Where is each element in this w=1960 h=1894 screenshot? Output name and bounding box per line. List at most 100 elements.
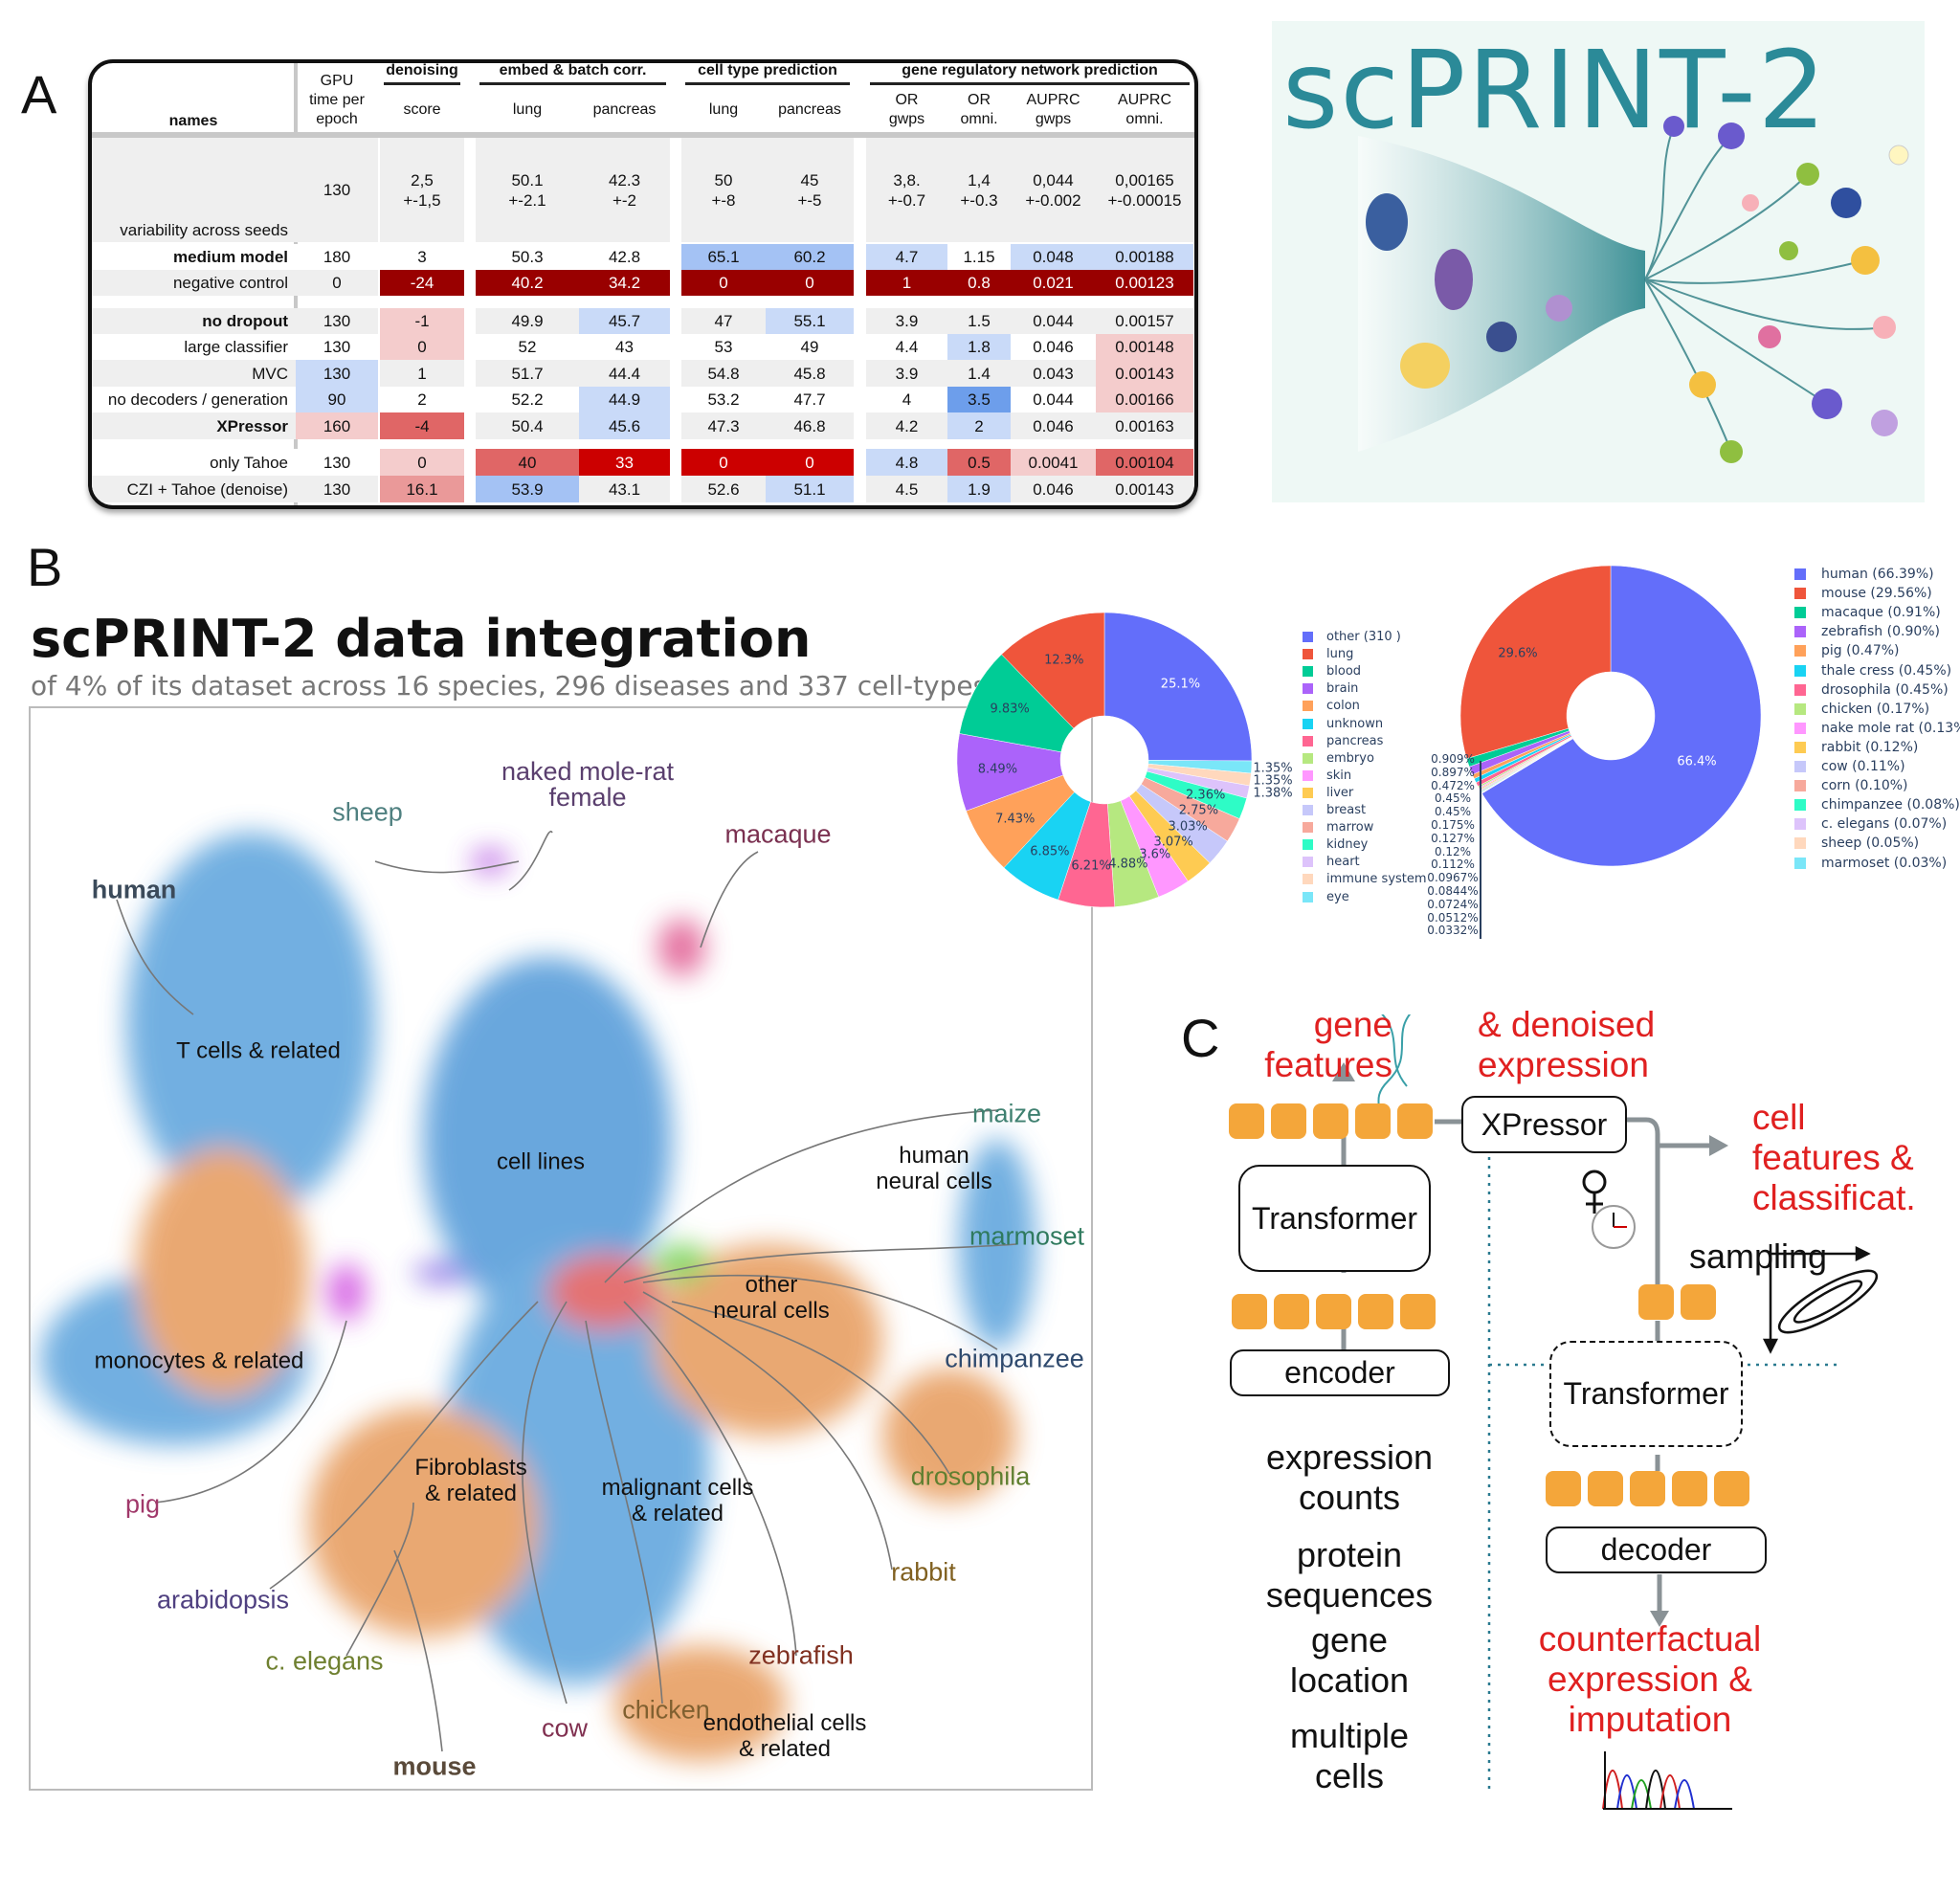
xpressor-block: XPressor [1461, 1096, 1627, 1153]
gene-features-label: gene features [1264, 1005, 1392, 1084]
pie-value-label: 0.0512% [1427, 910, 1479, 925]
cluster-green [653, 1244, 710, 1282]
table-cell: 0.048 [1011, 244, 1096, 270]
table-cell: 0 [296, 270, 378, 296]
cluster-fibroblasts-2 [308, 1407, 538, 1637]
legend-label: cow (0.11%) [1821, 759, 1905, 774]
table-cell: 44.4 [579, 360, 670, 387]
legend-swatch [1794, 837, 1806, 850]
umap-label: endothelial cells & related [702, 1710, 867, 1762]
label-arrows [116, 830, 1017, 1752]
legend-label: chicken (0.17%) [1821, 701, 1930, 717]
legend-item: marmoset (0.03%) [1794, 856, 1947, 871]
legend-item: skin [1303, 769, 1351, 783]
cluster-other-neural [653, 1244, 882, 1436]
legend-swatch [1794, 741, 1806, 753]
legend-swatch [1303, 874, 1313, 885]
legend-label: immune system [1326, 872, 1427, 887]
table-cell: 43.1 [579, 476, 670, 502]
umap-label: sheep [332, 797, 403, 827]
table-cell: 50.3 [476, 244, 579, 270]
table-cell: 90 [296, 387, 378, 412]
table-cell: 0.00123 [1096, 270, 1193, 296]
table-cell: 1 [380, 360, 464, 387]
transformer-encoder-block: Transformer [1238, 1165, 1431, 1272]
legend-item: lung [1303, 647, 1353, 661]
cluster-center [547, 1254, 662, 1330]
table-cell: 0.046 [1011, 476, 1096, 502]
sex-symbol-icon [1582, 1170, 1607, 1214]
row-name: no decoders / generation [92, 387, 296, 412]
table-cell: 0.00157 [1096, 308, 1193, 334]
row-name: negative control [92, 270, 296, 296]
pie-value-label: 6.85% [1030, 844, 1070, 859]
legend-label: mouse (29.56%) [1821, 586, 1932, 602]
legend-label: embryo [1326, 750, 1374, 766]
table-cell: 1.15 [947, 244, 1011, 270]
pie-slice [1459, 565, 1612, 759]
table-cell: 52 [476, 334, 579, 360]
legend-label: heart [1326, 855, 1360, 870]
legend-label: zebrafish (0.90%) [1821, 624, 1941, 640]
table-cell: 4.7 [866, 244, 947, 270]
column-header: pancreas [592, 101, 657, 118]
legend-label: rabbit (0.12%) [1821, 739, 1919, 755]
pie-value-label: 25.1% [1160, 677, 1201, 692]
table-cell: 180 [296, 244, 378, 270]
table-cell: -1 [380, 308, 464, 334]
column-header: lung [512, 101, 543, 118]
tissue-donut-chart [956, 612, 1253, 908]
legend-label: brain [1326, 681, 1359, 697]
token-square [1714, 1471, 1749, 1506]
token-square [1588, 1471, 1623, 1506]
umap-label: naked mole-rat female [501, 757, 675, 812]
legend-item: embryo [1303, 751, 1374, 766]
legend-swatch [1794, 683, 1806, 696]
table-cell: 47.7 [766, 387, 854, 412]
legend-item: brain [1303, 681, 1358, 696]
umap-label: arabidopsis [156, 1585, 290, 1615]
table-cell: 45 +-5 [766, 138, 854, 242]
table-cell: -4 [380, 412, 464, 439]
legend-swatch [1794, 664, 1806, 677]
table-cell: 0 [681, 270, 766, 296]
legend-label: marrow [1326, 820, 1374, 836]
pie-value-label: 0.45% [1434, 791, 1472, 806]
legend-swatch [1303, 701, 1313, 712]
table-cell: 44.9 [579, 387, 670, 412]
table-cell: 1.8 [947, 334, 1011, 360]
row-name: variability across seeds [92, 138, 296, 242]
pie-value-label: 1.35% [1253, 761, 1293, 776]
legend-item: immune system [1303, 872, 1427, 886]
table-cell: 46.8 [766, 412, 854, 439]
umap-label: marmoset [969, 1221, 1085, 1251]
umap-label: mouse [392, 1751, 477, 1781]
legend-item: marrow [1303, 820, 1373, 835]
pie-value-label: 0.175% [1431, 818, 1475, 832]
cluster-cell-lines [423, 957, 672, 1321]
table-cell: 42.3 +-2 [579, 138, 670, 242]
table-cell: 4.4 [866, 334, 947, 360]
cluster-endothelial [614, 1646, 787, 1761]
leader-line [1480, 761, 1481, 939]
row-name: large classifier [92, 334, 296, 360]
legend-swatch [1303, 839, 1313, 851]
legend-label: sheep (0.05%) [1821, 836, 1920, 852]
legend-swatch [1303, 857, 1313, 868]
legend-item: eye [1303, 890, 1349, 904]
table-cell: 55.1 [766, 308, 854, 334]
clock-icon [1592, 1205, 1636, 1249]
umap-label: cell lines [496, 1148, 586, 1175]
table-cell: 51.7 [476, 360, 579, 387]
legend-swatch [1303, 632, 1313, 642]
pie-value-label: 4.88% [1108, 857, 1148, 872]
table-cell: 0.00143 [1096, 360, 1193, 387]
table-cell: 45.8 [766, 360, 854, 387]
table-cell: 1.9 [947, 476, 1011, 502]
legend-swatch [1794, 799, 1806, 812]
umap-label: pig [124, 1489, 161, 1519]
row-name: no dropout [92, 308, 296, 334]
table-cell: 0.043 [1011, 360, 1096, 387]
table-cell: 2,5 +-1,5 [380, 138, 464, 242]
pie-value-label: 12.3% [1044, 653, 1084, 668]
